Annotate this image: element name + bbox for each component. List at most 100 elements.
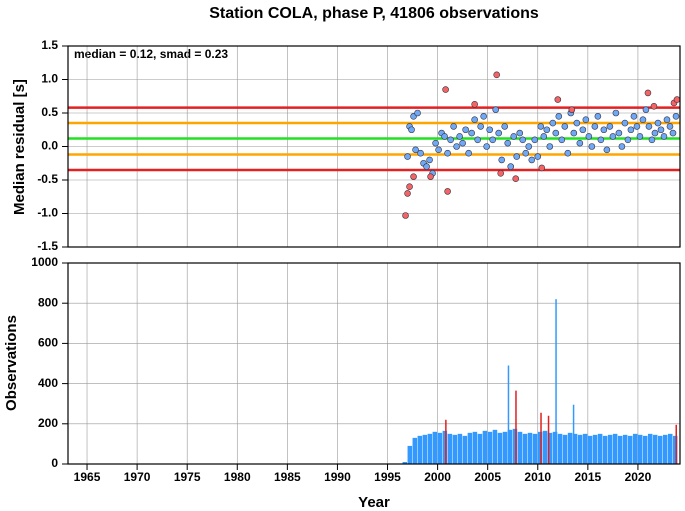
point [549, 119, 557, 127]
x-tick-label: 2000 [424, 470, 451, 484]
bar [607, 434, 613, 464]
bar [462, 435, 468, 464]
bar [512, 428, 518, 464]
point [404, 153, 411, 160]
point [663, 116, 671, 123]
x-tick-label: 1965 [74, 470, 101, 484]
x-tick-label: 1975 [174, 470, 201, 484]
panel: 0 200 400 600 800 1000 1965 1970 1975 1980 1985 199… [31, 255, 681, 484]
point [564, 149, 572, 157]
point [402, 212, 409, 219]
bar [527, 432, 533, 464]
point [609, 133, 617, 140]
point [660, 133, 668, 140]
point [486, 126, 493, 134]
point [412, 146, 419, 154]
bar [445, 419, 447, 464]
point [603, 146, 611, 154]
point [627, 126, 635, 134]
point [450, 123, 457, 130]
bar [557, 433, 563, 464]
point [406, 183, 413, 190]
bar [417, 435, 423, 464]
point [459, 139, 466, 147]
y-tick-label: 1.5 [41, 38, 58, 52]
bar [457, 433, 463, 464]
point [612, 109, 620, 117]
point [471, 116, 478, 123]
point [516, 129, 524, 137]
point [540, 133, 548, 140]
bar [507, 365, 510, 464]
point [493, 71, 501, 79]
point [650, 103, 658, 110]
bar [562, 434, 568, 464]
x-axis-label: Year [358, 494, 390, 511]
bar [637, 434, 643, 464]
point [624, 136, 632, 144]
bar [427, 433, 433, 464]
point [404, 190, 411, 197]
point [522, 149, 530, 157]
point [497, 170, 505, 177]
point [552, 129, 560, 137]
bar [482, 430, 488, 464]
bar [412, 437, 418, 464]
y-tick-label: -1.5 [37, 239, 58, 253]
point [435, 146, 442, 154]
point [501, 123, 509, 130]
bar [507, 429, 513, 464]
point [414, 109, 421, 117]
point [513, 153, 521, 160]
point [651, 129, 659, 137]
point [570, 129, 578, 137]
point [657, 126, 665, 134]
point [447, 136, 454, 144]
y-tick-label: 200 [38, 416, 58, 430]
bar [587, 435, 593, 464]
bar [542, 430, 548, 464]
bar [572, 404, 575, 464]
point [468, 129, 475, 137]
point [534, 153, 542, 160]
point [480, 113, 487, 120]
plot-area [402, 299, 678, 464]
bar [522, 433, 528, 464]
point [426, 156, 433, 164]
point [465, 149, 472, 157]
bar [422, 434, 428, 464]
point [474, 136, 481, 144]
y-tick-label: -1.0 [37, 206, 58, 220]
bar [517, 431, 523, 464]
bar [452, 434, 458, 464]
point [531, 136, 539, 144]
bar [597, 433, 603, 464]
point [582, 116, 590, 123]
x-tick-label: 1985 [274, 470, 301, 484]
point [576, 139, 584, 147]
point [579, 126, 587, 134]
bar [432, 431, 438, 464]
point [408, 126, 415, 134]
bar [612, 433, 618, 464]
x-tick-label: 2015 [574, 470, 601, 484]
bar [622, 434, 628, 464]
point [573, 119, 581, 127]
point [538, 164, 546, 172]
bar [675, 424, 677, 464]
panel: -1.5 -1.0 -0.5 0.0 0.5 1.0 1.5 [37, 38, 681, 253]
point [654, 119, 662, 127]
bar [632, 433, 638, 464]
bar [472, 431, 478, 464]
y-tick-label: 800 [38, 295, 58, 309]
point [528, 156, 536, 164]
y-tick-label: 0.0 [41, 139, 58, 153]
y-tick-label: 1.0 [41, 72, 58, 86]
x-tick-label: 2020 [625, 470, 652, 484]
point [636, 133, 644, 140]
bar [572, 433, 578, 464]
point [672, 113, 680, 120]
point [444, 149, 451, 157]
point [555, 113, 563, 120]
bar [502, 431, 508, 464]
